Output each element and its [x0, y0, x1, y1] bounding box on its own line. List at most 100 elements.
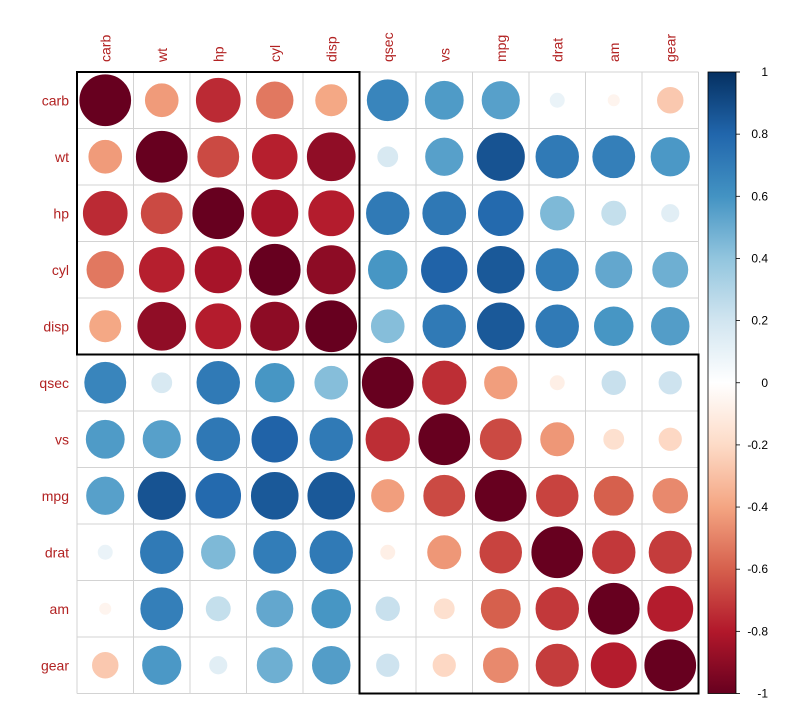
- row-label-wt: wt: [54, 149, 69, 165]
- corr-circle-vs-qsec: [364, 416, 411, 463]
- corr-circle-qsec-carb: [83, 361, 127, 405]
- corr-circle-mpg-disp: [306, 471, 356, 521]
- corr-circle-carb-qsec: [366, 78, 410, 122]
- corr-circle-mpg-vs: [422, 474, 466, 518]
- colorbar-gradient: [707, 71, 737, 694]
- corr-circle-wt-disp: [306, 131, 357, 182]
- corr-circle-vs-disp: [308, 416, 354, 462]
- corr-circle-mpg-cyl: [250, 471, 300, 521]
- corr-circle-disp-disp: [304, 299, 358, 353]
- corr-circle-qsec-gear: [657, 370, 683, 396]
- corr-circle-vs-mpg: [479, 417, 523, 461]
- col-label-am: am: [606, 43, 622, 62]
- corr-circle-cyl-disp: [305, 244, 357, 296]
- corr-circle-am-cyl: [255, 589, 295, 629]
- corr-circle-qsec-am: [600, 369, 627, 396]
- colorbar-tick-label: 0.8: [751, 127, 768, 141]
- col-label-vs: vs: [436, 48, 452, 62]
- corr-circle-hp-qsec: [365, 190, 411, 236]
- corr-circle-cyl-hp: [193, 245, 243, 295]
- corr-circle-mpg-am: [593, 475, 635, 517]
- corr-circle-gear-drat: [534, 642, 580, 688]
- corr-circle-wt-qsec: [376, 145, 399, 168]
- col-label-mpg: mpg: [493, 35, 509, 62]
- corr-circle-cyl-carb: [85, 250, 125, 290]
- col-label-drat: drat: [549, 38, 565, 62]
- row-label-drat: drat: [45, 544, 69, 560]
- corr-circle-gear-vs: [431, 652, 457, 678]
- corr-circle-disp-hp: [194, 302, 242, 350]
- row-label-disp: disp: [43, 318, 69, 334]
- corr-circle-carb-disp: [314, 83, 349, 118]
- corr-circle-qsec-vs: [421, 359, 468, 406]
- colorbar-tick-label: 0.6: [751, 189, 768, 203]
- corr-circle-am-qsec: [374, 595, 401, 622]
- colorbar-tick-label: 1: [761, 65, 768, 79]
- corr-circle-cyl-mpg: [476, 245, 526, 295]
- corr-circle-drat-hp: [200, 534, 237, 571]
- corr-circle-qsec-cyl: [254, 362, 296, 404]
- corr-circle-wt-carb: [87, 139, 123, 175]
- corr-circle-cyl-wt: [138, 246, 186, 294]
- corr-circle-gear-hp: [208, 655, 229, 676]
- corr-circle-wt-mpg: [475, 131, 526, 182]
- corr-circle-cyl-vs: [420, 245, 469, 294]
- corr-circle-mpg-drat: [535, 473, 580, 518]
- corr-circle-hp-am: [600, 199, 628, 227]
- cluster-rect-2: [358, 353, 700, 695]
- corr-circle-wt-cyl: [251, 133, 299, 181]
- row-label-am: am: [50, 601, 69, 617]
- corr-circle-vs-am: [602, 428, 625, 451]
- corr-circle-mpg-qsec: [370, 478, 406, 514]
- corr-circle-hp-carb: [82, 190, 129, 237]
- corr-circle-gear-qsec: [375, 652, 401, 678]
- corr-circle-qsec-hp: [195, 360, 241, 406]
- corr-circle-am-hp: [204, 595, 232, 623]
- corr-circle-qsec-wt: [150, 371, 173, 394]
- corr-circle-vs-gear: [657, 426, 683, 452]
- corr-circle-vs-cyl: [250, 415, 299, 464]
- corr-circle-carb-am: [606, 93, 621, 108]
- corr-circle-wt-gear: [649, 136, 691, 178]
- corr-circle-hp-vs: [421, 190, 467, 236]
- colorbar-tick-label: 0.2: [751, 314, 768, 328]
- corr-circle-drat-mpg: [478, 530, 523, 575]
- corr-circle-qsec-mpg: [483, 365, 519, 401]
- corr-circle-hp-wt: [140, 191, 184, 235]
- corr-circle-am-drat: [534, 586, 580, 632]
- corr-circle-disp-cyl: [249, 300, 301, 352]
- corr-circle-drat-wt: [139, 529, 185, 575]
- corr-circle-hp-drat: [539, 195, 576, 232]
- col-label-hp: hp: [210, 46, 226, 62]
- corr-circle-carb-gear: [656, 86, 685, 115]
- colorbar: 1 0.8 0.6 0.4 0.2 0 -0.2 -0.4 -0.6 -0.8 -1: [707, 65, 768, 701]
- corr-circle-cyl-am: [594, 250, 634, 290]
- corr-circle-am-carb: [98, 601, 113, 616]
- corr-circle-wt-drat: [534, 134, 580, 180]
- colorbar-tick-label: -0.4: [747, 500, 768, 514]
- corr-circle-drat-am: [591, 529, 637, 575]
- row-label-cyl: cyl: [52, 262, 69, 278]
- corr-circle-cyl-drat: [534, 247, 580, 293]
- corr-circle-carb-cyl: [255, 80, 295, 120]
- corr-circle-drat-vs: [426, 534, 463, 571]
- corr-circle-am-wt: [139, 586, 184, 631]
- corr-circle-am-vs: [433, 597, 456, 620]
- corr-circle-am-am: [587, 582, 641, 636]
- corr-circle-mpg-mpg: [474, 469, 528, 523]
- colorbar-tick-label: 0.4: [751, 251, 768, 265]
- corr-circle-gear-mpg: [482, 646, 520, 684]
- row-label-carb: carb: [42, 92, 69, 108]
- colorbar-tick-label: -0.2: [747, 438, 768, 452]
- corr-circle-gear-cyl: [255, 646, 294, 685]
- colorbar-tick-label: 0: [761, 376, 768, 390]
- row-label-mpg: mpg: [42, 488, 69, 504]
- cluster-rectangles: [76, 71, 700, 695]
- col-label-cyl: cyl: [267, 45, 283, 62]
- col-label-qsec: qsec: [380, 32, 396, 62]
- corr-circle-drat-carb: [96, 543, 114, 561]
- corr-circle-carb-carb: [78, 73, 132, 127]
- col-label-carb: carb: [97, 35, 113, 62]
- corr-circle-hp-gear: [660, 203, 681, 224]
